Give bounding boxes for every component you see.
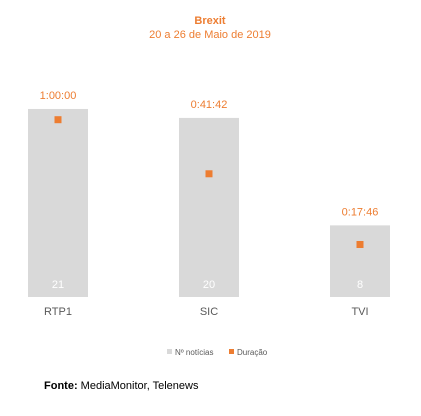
legend-swatch-noticias [167,349,172,354]
duration-label-sic: 0:41:42 [191,99,228,111]
bar-tvi [330,225,390,297]
chart-subtitle: 20 a 26 de Maio de 2019 [149,29,271,41]
source-text: MediaMonitor, Telenews [77,380,199,392]
source-note: Fonte: MediaMonitor, Telenews [44,380,198,392]
chart-title: Brexit [194,15,226,27]
duration-marker-tvi [356,240,364,248]
bar-sic [179,117,239,297]
bar-rtp1 [28,108,88,297]
duration-marker-rtp1 [54,116,62,124]
category-label-rtp1: RTP1 [44,306,72,318]
legend-label-noticias: Nº notícias [175,348,214,357]
plot-area: 21 1:00:00 RTP1 20 0:41:42 SIC 8 0:17:46 TVI [28,90,390,318]
bar-value-label-tvi: 8 [357,279,363,291]
category-label-tvi: TVI [351,306,368,318]
duration-label-rtp1: 1:00:00 [40,90,77,102]
category-label-sic: SIC [200,306,218,318]
duration-marker-sic [205,170,213,178]
bar-value-label-sic: 20 [203,279,215,291]
legend-label-duracao: Duração [237,348,268,357]
bar-value-label-rtp1: 21 [52,279,64,291]
legend-swatch-duracao [229,349,234,354]
brexit-chart: Brexit 20 a 26 de Maio de 2019 21 1:00:00… [28,15,390,357]
chart-legend: Nº notícias Duração [167,348,268,357]
source-label: Fonte: [44,380,78,392]
duration-label-tvi: 0:17:46 [342,206,379,218]
